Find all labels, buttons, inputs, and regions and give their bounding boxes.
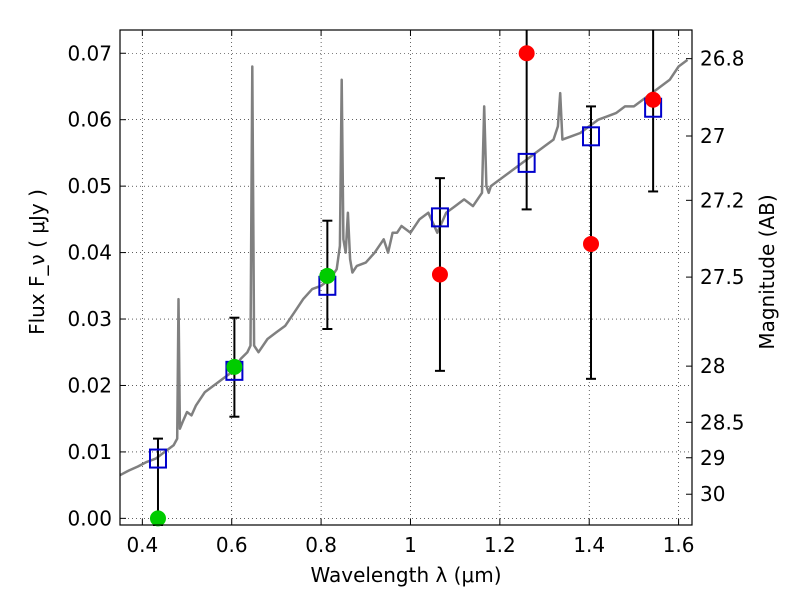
- grid-lines: [120, 30, 692, 525]
- y-tick-labels: 0.00 0.01 0.02 0.03 0.04 0.05 0.06 0.07: [67, 41, 112, 530]
- observed-flux-point: [583, 235, 600, 252]
- data-markers-layer: [148, 45, 663, 527]
- x-tick-label: 1.2: [484, 533, 516, 557]
- right-tick-label: 28: [700, 354, 725, 378]
- y-tick-label: 0.02: [67, 373, 112, 397]
- model-photometry-square: [430, 207, 449, 228]
- model-photometry-square: [517, 152, 536, 173]
- x-tick-label: 1.6: [663, 533, 695, 557]
- right-tick-label: 29: [700, 446, 725, 470]
- right-tick-label: 30: [700, 482, 725, 506]
- error-bars-layer: [152, 30, 659, 526]
- x-tick-label: 0.8: [305, 533, 337, 557]
- x-tick-label: 0.6: [216, 533, 248, 557]
- model-photometry-square: [582, 126, 601, 147]
- y-tick-label: 0.00: [67, 506, 112, 530]
- x-axis-title: Wavelength λ (μm): [310, 563, 501, 587]
- x-tick-label: 1.4: [573, 533, 605, 557]
- right-tick-label: 27.2: [700, 188, 745, 212]
- x-tick-label: 1: [404, 533, 417, 557]
- y-axis-title: Flux F_ν ( μJy ): [25, 189, 49, 335]
- observed-flux-point: [431, 266, 448, 283]
- right-tick-labels: 26.8 27 27.2 27.5 28 28.5 29 30: [700, 47, 745, 507]
- tick-marks: [120, 30, 692, 525]
- model-spectrum-layer: [119, 58, 689, 477]
- model-photometry-square: [148, 448, 167, 469]
- observed-flux-point: [149, 510, 166, 527]
- y-tick-label: 0.06: [67, 108, 112, 132]
- plot-frame: [119, 29, 693, 526]
- y-tick-label: 0.04: [67, 241, 112, 265]
- observed-flux-point: [226, 358, 243, 375]
- observed-flux-point: [319, 267, 336, 284]
- right-tick-label: 27: [700, 124, 725, 148]
- spectrum-line: [119, 58, 689, 477]
- right-axis-title: Magnitude (AB): [755, 194, 779, 349]
- y-tick-label: 0.03: [67, 307, 112, 331]
- observed-flux-point: [645, 91, 662, 108]
- right-tick-label: 26.8: [700, 47, 745, 71]
- right-tick-label: 28.5: [700, 410, 745, 434]
- y-tick-label: 0.05: [67, 174, 112, 198]
- observed-flux-point: [518, 45, 535, 62]
- x-tick-label: 0.4: [126, 533, 158, 557]
- right-tick-label: 27.5: [700, 265, 745, 289]
- y-tick-label: 0.01: [67, 440, 112, 464]
- x-tick-labels: 0.4 0.6 0.8 1 1.2 1.4 1.6: [126, 533, 694, 557]
- y-tick-label: 0.07: [67, 41, 112, 65]
